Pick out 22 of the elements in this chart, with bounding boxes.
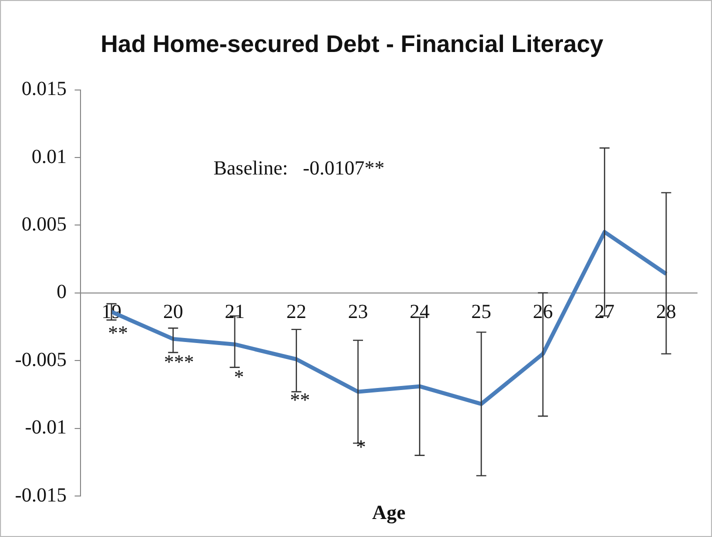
x-tick-label: 20: [163, 301, 184, 324]
annotation: **: [290, 390, 310, 412]
chart-title: Had Home-secured Debt - Financial Literacy: [100, 31, 604, 58]
x-tick-label: 24: [410, 301, 430, 324]
y-tick-label: 0.01: [32, 146, 67, 168]
x-tick-label: 27: [594, 301, 615, 324]
y-tick-label: -0.005: [14, 348, 67, 371]
x-tick-label: 23: [348, 301, 368, 324]
y-tick-label: -0.01: [24, 416, 67, 439]
y-tick-label: 0: [56, 281, 67, 304]
x-tick-label: 22: [286, 301, 306, 324]
y-tick-label: -0.015: [14, 484, 67, 506]
y-tick-label: 0.015: [22, 78, 67, 100]
annotation: *: [356, 436, 366, 460]
x-tick-label: 25: [471, 301, 492, 324]
x-axis-title: Age: [372, 502, 406, 524]
annotation: **: [108, 322, 128, 346]
annotation: Baseline: -0.0107**: [213, 158, 385, 180]
annotation: *: [234, 366, 244, 390]
x-tick-label: 21: [224, 301, 245, 324]
annotation: ***: [164, 352, 194, 374]
y-tick-label: 0.005: [22, 213, 67, 236]
